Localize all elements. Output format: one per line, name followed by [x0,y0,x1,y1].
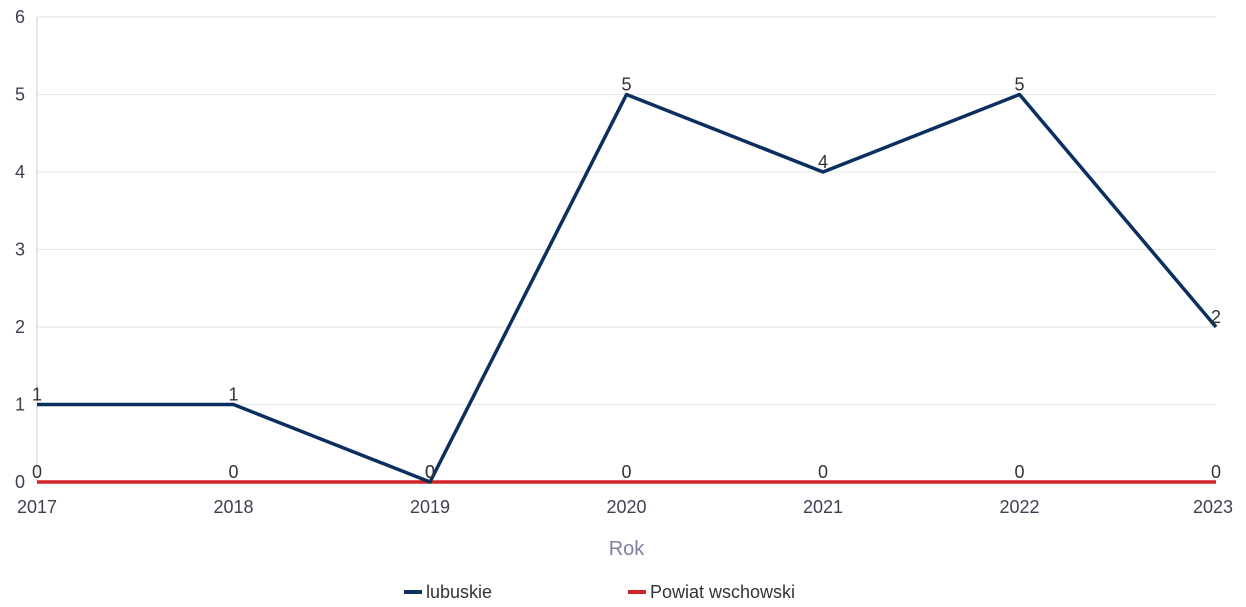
y-axis-ticks: 0 1 2 3 4 5 6 [15,7,25,492]
data-label: 0 [1211,462,1221,482]
x-tick-label: 2019 [410,497,450,517]
data-label: 2 [1211,307,1221,327]
x-axis-ticks: 2017 2018 2019 2020 2021 2022 2023 [17,497,1233,517]
data-label: 0 [621,462,631,482]
legend-swatch [404,590,422,594]
data-label: 4 [818,152,828,172]
x-tick-label: 2022 [999,497,1039,517]
legend-swatch [628,590,646,594]
x-axis-title: Rok [609,538,646,560]
y-tick-label: 2 [15,317,25,337]
legend-label: Powiat wschowski [650,582,795,602]
y-tick-label: 5 [15,85,25,105]
data-label: 1 [32,385,42,405]
data-label: 0 [818,462,828,482]
x-tick-label: 2020 [606,497,646,517]
data-label: 1 [228,385,238,405]
y-tick-label: 1 [15,395,25,415]
series-lines [37,92,1218,484]
legend-item[interactable]: Powiat wschowski [628,582,795,602]
data-label: 5 [1014,75,1024,95]
data-label: 0 [32,462,42,482]
legend-item[interactable]: lubuskie [404,582,492,602]
legend: lubuskie Powiat wschowski [404,582,795,602]
data-label: 0 [425,462,435,482]
y-tick-label: 0 [15,472,25,492]
y-tick-label: 4 [15,162,25,182]
x-tick-label: 2018 [213,497,253,517]
x-tick-label: 2021 [803,497,843,517]
x-tick-label: 2017 [17,497,57,517]
data-label: 0 [1014,462,1024,482]
data-label: 5 [621,75,631,95]
series-line [37,92,1218,484]
y-tick-label: 3 [15,240,25,260]
legend-label: lubuskie [426,582,492,602]
data-label: 0 [228,462,238,482]
x-tick-label: 2023 [1193,497,1233,517]
y-tick-label: 6 [15,7,25,27]
data-label: 0 [425,462,435,482]
